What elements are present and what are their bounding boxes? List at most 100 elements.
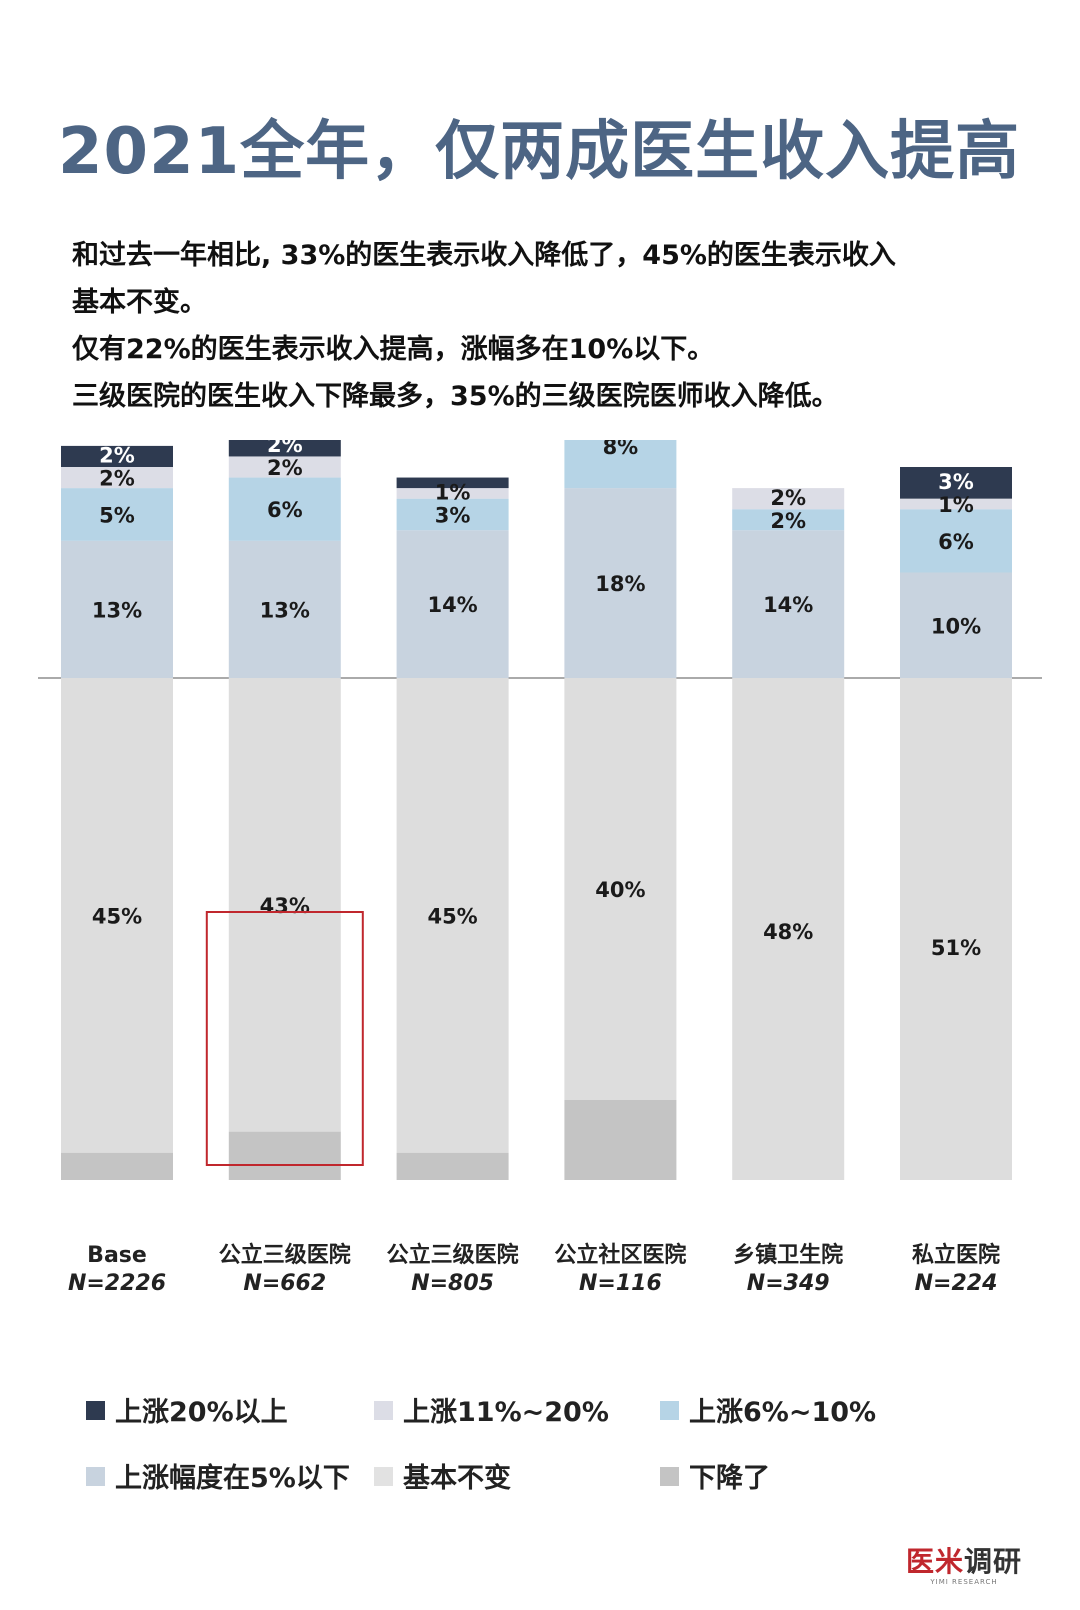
legend-swatch bbox=[660, 1467, 679, 1486]
brand-logo: 医米调研 YIMI RESEARCH bbox=[906, 1540, 1022, 1586]
summary-line: 基本不变。 bbox=[72, 287, 207, 318]
bar-segment bbox=[732, 678, 845, 1180]
summary-line: 三级医院的医生收入下降最多，35%的三级医院医师收入降低。 bbox=[72, 381, 839, 412]
logo-text: 医米调研 bbox=[906, 1545, 1023, 1578]
legend-label: 上涨20%以上 bbox=[115, 1397, 288, 1428]
data-label: 1% bbox=[435, 457, 471, 481]
data-label: 2% bbox=[267, 440, 303, 457]
bar-segment bbox=[396, 530, 509, 678]
bar-segment bbox=[900, 678, 1012, 1180]
category-name: Base bbox=[87, 1243, 147, 1268]
legend-swatch bbox=[86, 1467, 105, 1486]
bar-segment bbox=[396, 498, 509, 531]
page-title: 2021全年，仅两成医生收入提高 bbox=[58, 115, 1021, 189]
bar-segment bbox=[900, 572, 1012, 678]
sample-size: N=116 bbox=[579, 1271, 662, 1296]
bar-segment bbox=[564, 1100, 677, 1180]
bar-segment bbox=[564, 440, 677, 489]
bar-segment bbox=[228, 440, 341, 457]
bar-segment bbox=[396, 678, 509, 1153]
data-label: 2% bbox=[267, 456, 303, 480]
legend-swatch bbox=[374, 1467, 393, 1486]
bar-segment bbox=[564, 488, 677, 678]
bar-segment bbox=[732, 488, 845, 510]
category-label: 公立社区医院 N=116 bbox=[530, 1242, 710, 1298]
bar-segment bbox=[396, 1152, 509, 1180]
data-label: 2% bbox=[770, 486, 806, 510]
bar-segment bbox=[396, 488, 509, 499]
bar-segment bbox=[61, 488, 173, 541]
legend-item: 上涨11%~20% bbox=[374, 1390, 609, 1429]
bar-segment bbox=[732, 530, 845, 678]
data-label: 6% bbox=[267, 498, 303, 522]
summary-line: 仅有22%的医生表示收入提高，涨幅多在10%以下。 bbox=[72, 334, 715, 365]
data-label: 6% bbox=[938, 530, 974, 554]
bar-segment bbox=[61, 678, 173, 1153]
category-label: Base N=2226 bbox=[27, 1242, 207, 1298]
legend-label: 下降了 bbox=[689, 1463, 770, 1494]
data-label: 48% bbox=[763, 920, 813, 944]
data-label: 2% bbox=[770, 509, 806, 533]
data-label: 5% bbox=[99, 503, 135, 527]
category-name: 乡镇卫生院 bbox=[733, 1243, 844, 1268]
bar-segment bbox=[228, 1131, 341, 1180]
category-name: 公立三级医院 bbox=[218, 1243, 351, 1268]
data-label: 18% bbox=[595, 572, 645, 596]
bar-segment bbox=[228, 678, 341, 1132]
sample-size: N=662 bbox=[243, 1271, 327, 1296]
bar-segment bbox=[900, 467, 1012, 499]
legend-item: 上涨6%~10% bbox=[660, 1390, 876, 1429]
legend-item: 上涨20%以上 bbox=[86, 1390, 288, 1429]
summary-paragraph: 和过去一年相比, 33%的医生表示收入降低了，45%的医生表示收入 基本不变。 … bbox=[72, 232, 1052, 420]
sample-size: N=805 bbox=[411, 1271, 494, 1296]
legend-label: 上涨6%~10% bbox=[689, 1397, 877, 1428]
bar-segment bbox=[228, 456, 341, 478]
bar-segment bbox=[228, 477, 341, 541]
bar-segment bbox=[61, 467, 173, 489]
bar-segment bbox=[900, 509, 1012, 573]
legend-label: 基本不变 bbox=[403, 1463, 511, 1494]
category-name: 公立社区医院 bbox=[554, 1243, 687, 1268]
data-label: 8% bbox=[603, 440, 639, 459]
data-label: 10% bbox=[931, 614, 981, 638]
logo-subtext: YIMI RESEARCH bbox=[930, 1578, 998, 1586]
category-label: 公立三级医院 N=662 bbox=[195, 1242, 375, 1298]
bar-segment bbox=[61, 445, 173, 467]
sample-size: N=2226 bbox=[67, 1271, 167, 1296]
bar-segment bbox=[732, 509, 845, 531]
data-label: 40% bbox=[595, 878, 645, 902]
data-label: 1% bbox=[435, 480, 471, 504]
data-label: 2% bbox=[99, 467, 135, 491]
bar-segment bbox=[61, 540, 173, 678]
bar-segment bbox=[228, 540, 341, 678]
category-label: 乡镇卫生院 N=349 bbox=[698, 1242, 878, 1298]
legend-label: 上涨11%~20% bbox=[403, 1397, 609, 1428]
highlight-box bbox=[205, 911, 364, 1166]
data-label: 3% bbox=[435, 503, 471, 527]
legend-item: 上涨幅度在5%以下 bbox=[86, 1456, 350, 1495]
legend-item: 基本不变 bbox=[374, 1456, 511, 1495]
category-label: 公立三级医院 N=805 bbox=[363, 1242, 543, 1298]
data-label: 14% bbox=[763, 593, 813, 617]
data-label: 13% bbox=[260, 598, 310, 622]
bar-segment bbox=[61, 1152, 173, 1180]
legend-item: 下降了 bbox=[660, 1456, 770, 1495]
data-label: 14% bbox=[427, 593, 477, 617]
legend-label: 上涨幅度在5%以下 bbox=[115, 1463, 350, 1494]
legend-swatch bbox=[374, 1401, 393, 1420]
category-name: 私立医院 bbox=[911, 1243, 1000, 1268]
data-label: 2% bbox=[99, 444, 135, 468]
sample-size: N=349 bbox=[746, 1271, 830, 1296]
legend-swatch bbox=[86, 1401, 105, 1420]
legend-swatch bbox=[660, 1401, 679, 1420]
data-label: 45% bbox=[427, 904, 477, 928]
category-label: 私立医院 N=224 bbox=[866, 1242, 1046, 1298]
bar-segment bbox=[564, 678, 677, 1100]
data-label: 45% bbox=[92, 904, 142, 928]
stacked-bar-chart: 13%5%2%2%45%33%13%6%2%2%43%35%14%3%1%1%4… bbox=[38, 440, 1042, 1180]
sample-size: N=224 bbox=[914, 1271, 998, 1296]
bar-segment bbox=[900, 498, 1012, 510]
data-label: 3% bbox=[938, 470, 974, 494]
category-name: 公立三级医院 bbox=[386, 1243, 519, 1268]
data-label: 13% bbox=[92, 598, 142, 622]
